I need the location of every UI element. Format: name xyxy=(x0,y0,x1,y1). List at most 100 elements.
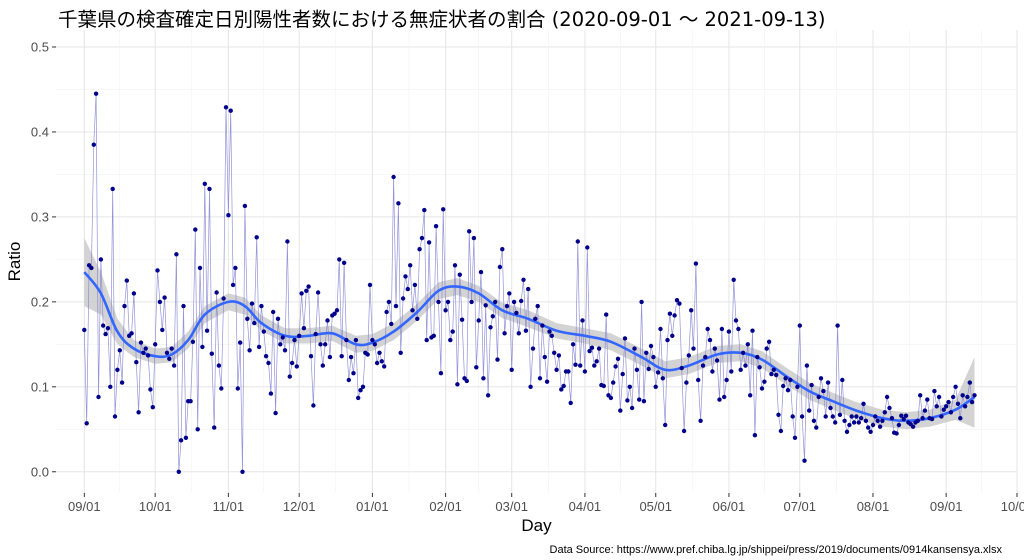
data-point xyxy=(259,303,264,309)
data-point xyxy=(582,369,588,374)
data-point xyxy=(417,247,422,252)
data-point xyxy=(634,367,640,372)
data-point xyxy=(424,337,429,343)
data-point xyxy=(169,346,174,351)
data-point xyxy=(141,350,146,355)
x-tick-label: 03/01 xyxy=(495,499,528,514)
data-point xyxy=(556,353,562,358)
data-point xyxy=(665,337,670,343)
data-point xyxy=(578,363,583,368)
data-point xyxy=(674,298,680,303)
data-point xyxy=(441,207,446,212)
smooth-trend-curve xyxy=(83,271,976,423)
data-point xyxy=(918,393,923,398)
data-point xyxy=(389,321,394,327)
data-point xyxy=(724,377,729,383)
data-point xyxy=(138,340,144,345)
data-point xyxy=(696,377,701,383)
data-point xyxy=(167,356,172,361)
chart-title: 千葉県の検査確定日別陽性者数における無症状者の割合 (2020-09-01 〜 … xyxy=(58,8,826,31)
data-point xyxy=(667,311,673,316)
data-point xyxy=(899,413,904,418)
data-point xyxy=(348,354,354,360)
data-point xyxy=(712,346,717,351)
data-point xyxy=(740,350,746,355)
data-point xyxy=(325,318,330,323)
data-point xyxy=(736,326,741,332)
data-point xyxy=(660,376,665,381)
y-tick-label: 0.3 xyxy=(31,209,49,224)
data-point xyxy=(670,333,675,338)
data-point xyxy=(951,394,956,400)
data-point xyxy=(240,469,245,474)
data-point xyxy=(528,384,533,389)
data-point xyxy=(766,339,772,344)
data-point xyxy=(202,181,207,186)
data-point xyxy=(969,399,975,405)
data-point xyxy=(799,414,805,419)
data-point xyxy=(932,388,937,394)
data-point xyxy=(948,410,954,415)
data-point xyxy=(304,288,309,293)
data-point xyxy=(493,299,498,305)
data-point xyxy=(877,424,883,429)
data-point xyxy=(410,308,415,313)
data-point xyxy=(323,342,328,347)
data-point xyxy=(844,429,850,434)
data-point xyxy=(450,329,455,334)
data-point xyxy=(939,414,944,419)
data-point xyxy=(653,384,658,389)
data-point xyxy=(537,376,543,381)
data-point xyxy=(228,108,233,113)
data-point xyxy=(351,371,356,376)
y-tick-label: 0.0 xyxy=(31,464,49,479)
data-point xyxy=(183,435,189,440)
data-point xyxy=(509,367,514,372)
data-point xyxy=(554,367,559,372)
data-point xyxy=(641,399,647,404)
data-point xyxy=(502,331,507,336)
data-point xyxy=(93,91,99,96)
data-point xyxy=(122,303,127,309)
data-point xyxy=(762,379,767,384)
data-point xyxy=(870,422,876,428)
data-point xyxy=(209,351,214,356)
y-tick-label: 0.4 xyxy=(31,124,49,139)
data-point xyxy=(415,316,420,321)
daily-ratio-line xyxy=(83,93,975,472)
data-point xyxy=(693,261,699,266)
data-point xyxy=(280,335,285,340)
data-point xyxy=(374,360,380,366)
data-point xyxy=(629,405,635,411)
data-point xyxy=(254,235,259,240)
data-point xyxy=(162,295,167,300)
data-point xyxy=(795,384,800,389)
data-point xyxy=(620,371,625,377)
data-point xyxy=(320,363,325,368)
data-point xyxy=(929,416,935,422)
data-point xyxy=(835,323,840,328)
data-point xyxy=(176,469,181,474)
data-point xyxy=(145,353,151,358)
data-point xyxy=(859,416,864,421)
data-point xyxy=(514,310,519,316)
data-point xyxy=(230,282,236,288)
data-point xyxy=(457,272,462,277)
data-point xyxy=(840,377,845,383)
data-point xyxy=(769,371,774,377)
data-point xyxy=(944,404,949,409)
data-point xyxy=(573,362,578,367)
data-point xyxy=(403,274,408,279)
data-point xyxy=(552,350,557,355)
x-tick-label: 05/01 xyxy=(639,499,672,514)
data-point xyxy=(358,388,363,393)
data-point xyxy=(91,142,97,147)
data-point xyxy=(82,327,87,333)
data-point xyxy=(960,393,965,398)
data-point xyxy=(181,303,186,309)
data-point xyxy=(511,299,517,305)
data-point xyxy=(294,364,299,369)
data-point xyxy=(315,290,321,295)
data-point xyxy=(875,418,880,423)
